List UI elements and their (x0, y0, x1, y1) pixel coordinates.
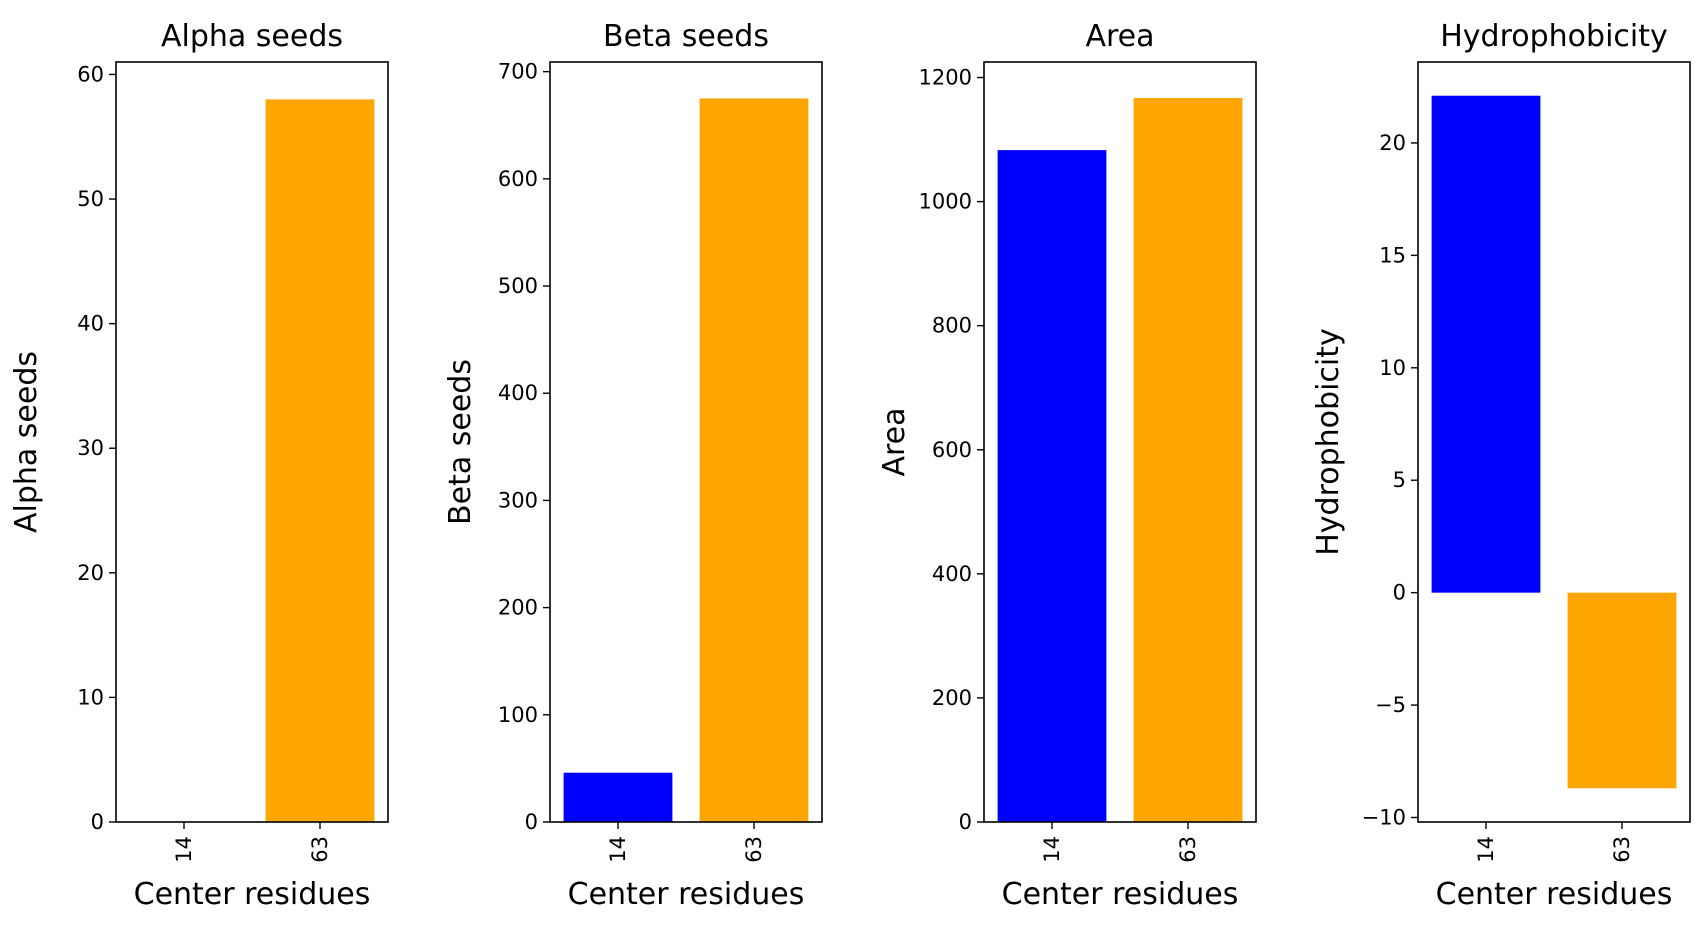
x-tick-label: 63 (742, 836, 766, 863)
y-tick-label: 500 (498, 274, 538, 298)
bar-63 (1567, 592, 1677, 789)
x-tick-label: 63 (1610, 836, 1634, 863)
y-tick-label: 300 (498, 488, 538, 512)
ticks: 0 100 200 300 400 500 600 700 14 63 (498, 60, 766, 863)
y-axis-label: Alpha seeds (9, 351, 44, 533)
y-tick-label: 400 (932, 562, 972, 586)
y-tick-label: −10 (1362, 806, 1406, 830)
y-tick-label: 800 (932, 314, 972, 338)
x-axis-label: Center residues (1436, 877, 1673, 912)
bar-14 (563, 772, 673, 822)
bar-63 (265, 99, 375, 822)
x-tick-label: 14 (1040, 836, 1064, 863)
y-tick-label: 20 (77, 561, 104, 585)
x-tick-label: 14 (1474, 836, 1498, 863)
y-tick-label: 200 (932, 686, 972, 710)
bar-63 (1133, 97, 1243, 823)
y-axis-label: Area (877, 407, 912, 476)
y-tick-label: 0 (525, 810, 538, 834)
y-tick-label: 100 (498, 703, 538, 727)
ticks: −10 −5 0 5 10 15 20 14 63 (1362, 131, 1634, 863)
y-axis-label: Hydrophobicity (1311, 328, 1346, 556)
plot-frame (1417, 61, 1691, 823)
y-tick-label: 5 (1393, 468, 1406, 492)
y-tick-label: 20 (1379, 131, 1406, 155)
y-tick-label: 700 (498, 60, 538, 84)
ticks: 0 10 20 30 40 50 60 14 63 (77, 62, 332, 862)
y-tick-label: 40 (77, 312, 104, 336)
chart-title: Hydrophobicity (1440, 19, 1668, 54)
y-tick-label: 1000 (919, 190, 972, 214)
bars (265, 99, 375, 822)
x-tick-label: 14 (606, 836, 630, 863)
y-tick-label: 50 (77, 187, 104, 211)
y-tick-label: 0 (91, 810, 104, 834)
y-axis-label: Beta seeds (443, 359, 478, 525)
panel-hydrophobicity: Hydrophobicity Hydrophobicity Center res… (1311, 19, 1691, 912)
panel-alpha-seeds: Alpha seeds Alpha seeds Center residues … (9, 19, 389, 912)
plot-frame (549, 61, 823, 823)
y-tick-label: 200 (498, 596, 538, 620)
y-tick-label: 400 (498, 381, 538, 405)
bar-63 (699, 98, 809, 823)
y-tick-label: 30 (77, 436, 104, 460)
chart-title: Alpha seeds (161, 19, 343, 54)
ticks: 0 200 400 600 800 1000 1200 14 63 (919, 66, 1200, 863)
y-tick-label: 1200 (919, 66, 972, 90)
y-tick-label: 0 (959, 810, 972, 834)
y-tick-label: 10 (1379, 356, 1406, 380)
chart-title: Area (1085, 19, 1154, 54)
x-tick-label: 63 (1176, 836, 1200, 863)
bars (997, 97, 1243, 823)
x-axis-label: Center residues (1002, 877, 1239, 912)
x-tick-label: 63 (308, 836, 332, 863)
bar-14 (997, 150, 1107, 822)
chart-title: Beta seeds (603, 19, 769, 54)
y-tick-label: 600 (932, 438, 972, 462)
panel-area: Area Area Center residues 0 200 400 600 800 1… (877, 19, 1257, 912)
y-tick-label: 60 (77, 62, 104, 86)
y-tick-label: −5 (1375, 693, 1406, 717)
bar-14 (1431, 95, 1541, 593)
x-axis-label: Center residues (568, 877, 805, 912)
plot-frame (983, 61, 1257, 823)
y-tick-label: 0 (1393, 581, 1406, 605)
plot-frame (115, 61, 389, 823)
y-tick-label: 600 (498, 167, 538, 191)
y-tick-label: 10 (77, 685, 104, 709)
panel-beta-seeds: Beta seeds Beta seeds Center residues 0 1… (443, 19, 823, 912)
bars (563, 98, 809, 823)
x-tick-label: 14 (172, 836, 196, 863)
y-tick-label: 15 (1379, 243, 1406, 267)
bars (1431, 95, 1677, 789)
x-axis-label: Center residues (134, 877, 371, 912)
